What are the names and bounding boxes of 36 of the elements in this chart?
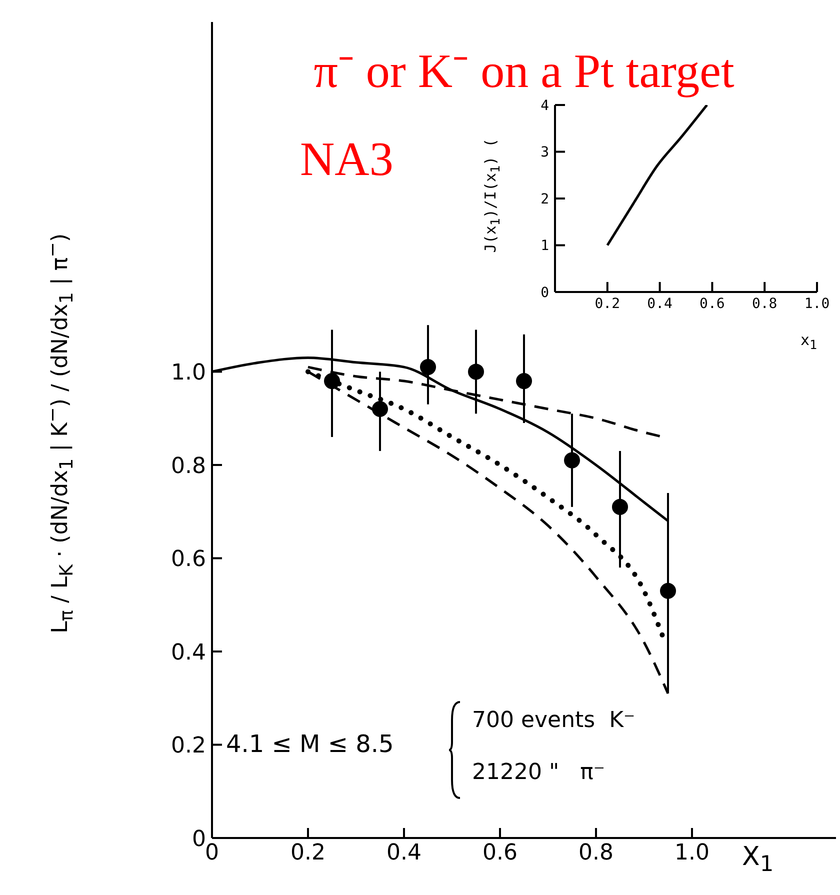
point — [324, 373, 340, 390]
x-axis-title: X$_{1}$ — [742, 842, 774, 878]
x-tick-label: 0.6 — [482, 840, 518, 866]
y-tick-label: 0.4 — [171, 640, 206, 666]
y-tick-label: 4 — [540, 98, 549, 114]
y-tick-label: 0.8 — [171, 454, 206, 479]
point — [516, 373, 532, 390]
y-tick-label: 1 — [540, 238, 549, 254]
point — [660, 582, 676, 599]
annotation: 4.1 ≤ M ≤ 8.5 — [226, 730, 394, 758]
point — [468, 364, 484, 380]
y-tick-label: 0.2 — [171, 734, 206, 759]
x-axis-title: x$_{1}$ — [800, 331, 817, 352]
x-tick-label: 0.6 — [700, 296, 725, 312]
y-tick-label: 2 — [540, 191, 549, 208]
x-tick-label: 1.0 — [804, 296, 830, 312]
x-tick-label: 1.0 — [674, 840, 710, 866]
x-tick-label: 0.8 — [578, 840, 614, 866]
annotation: 21220 " π⁻ — [472, 760, 605, 785]
x-tick-label: 0.2 — [594, 296, 620, 312]
x-tick-label: 0.8 — [752, 296, 778, 312]
y-tick-label: 0 — [540, 284, 549, 301]
point — [564, 452, 580, 468]
annotation: NA3 — [300, 132, 394, 187]
y-tick-label: 1.0 — [171, 360, 206, 386]
x-tick-label: 0.4 — [647, 296, 672, 312]
point — [612, 498, 628, 515]
y-tick-label: 0.6 — [171, 547, 206, 572]
point — [420, 359, 436, 376]
x-tick-label: 0.2 — [290, 840, 326, 866]
text: π⁻ or K⁻ on a Pt target — [312, 44, 736, 100]
point — [372, 401, 388, 418]
y-tick-label: 3 — [540, 144, 549, 161]
x-tick-label: 0.4 — [386, 840, 422, 866]
annotation: 700 events K⁻ — [472, 708, 636, 733]
line-series — [606, 105, 708, 246]
